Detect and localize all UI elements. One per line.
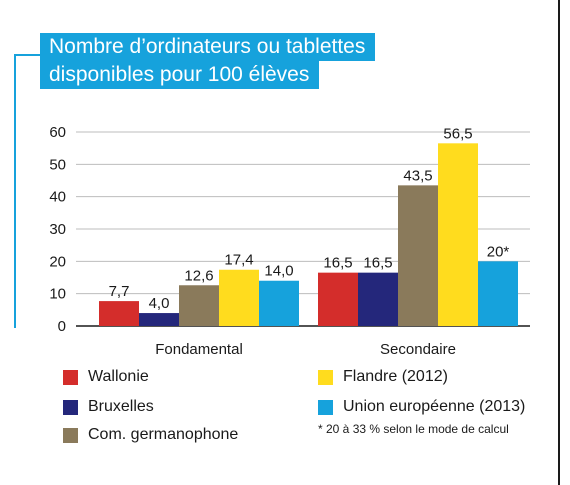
legend-swatch: [318, 399, 333, 415]
title-bracket-horizontal: [14, 54, 40, 56]
y-axis-ticks: 0 10 20 30 40 50 60: [49, 124, 66, 335]
bar: [358, 272, 398, 326]
x-category-label: Fondamental: [155, 341, 243, 358]
legend-swatch: [63, 399, 78, 415]
legend-item-ue: Union européenne (2013): [318, 397, 525, 417]
y-tick-label: 60: [49, 124, 66, 141]
bar: [219, 269, 259, 326]
bar: [478, 261, 518, 326]
data-label: 17,4: [224, 252, 253, 269]
bar: [99, 301, 139, 326]
bars: [99, 143, 518, 326]
bar: [179, 285, 219, 326]
data-label: 56,5: [443, 125, 472, 142]
frame-border: [558, 0, 560, 485]
legend-swatch: [318, 369, 333, 385]
data-label: 12,6: [184, 267, 213, 284]
legend-item-wallonie: Wallonie: [63, 367, 149, 387]
chart-title-line-1: Nombre d’ordinateurs ou tablettes: [40, 33, 376, 61]
x-category-label: Secondaire: [380, 341, 456, 358]
bar-chart: 0 10 20 30 40 50 60 7,7 16,5 4,0 16,5 12,6 43,5 17,4…: [49, 124, 530, 358]
data-label: 7,7: [109, 283, 130, 300]
legend-label: Flandre (2012): [343, 368, 448, 385]
data-label: 43,5: [403, 167, 432, 184]
data-label: 16,5: [323, 255, 352, 272]
data-label: 4,0: [149, 295, 170, 312]
legend-item-flandre: Flandre (2012): [318, 367, 448, 387]
y-tick-label: 10: [49, 286, 66, 303]
bar: [398, 185, 438, 326]
legend-item-germanophone: Com. germanophone: [63, 425, 238, 445]
y-tick-label: 50: [49, 156, 66, 173]
x-axis-categories: Fondamental Secondaire: [155, 341, 456, 358]
data-label: 16,5: [363, 255, 392, 272]
y-tick-label: 40: [49, 189, 66, 206]
bar: [139, 313, 179, 326]
legend-label: Bruxelles: [88, 398, 154, 415]
footnote: * 20 à 33 % selon le mode de calcul: [318, 422, 509, 436]
title-bracket-vertical: [14, 54, 16, 328]
data-label: 20*: [487, 243, 510, 260]
y-tick-label: 30: [49, 221, 66, 238]
legend-label: Union européenne (2013): [343, 398, 526, 415]
bar: [438, 143, 478, 326]
bar: [318, 272, 358, 326]
legend-label: Wallonie: [88, 368, 149, 385]
legend-swatch: [63, 369, 78, 385]
legend-label: Com. germanophone: [88, 426, 239, 443]
bar: [259, 280, 299, 326]
data-labels: 7,7 16,5 4,0 16,5 12,6 43,5 17,4 56,5 14,0 20*: [109, 125, 510, 312]
y-tick-label: 0: [58, 318, 66, 335]
legend-swatch: [63, 427, 78, 443]
y-tick-label: 20: [49, 253, 66, 270]
data-label: 14,0: [264, 263, 293, 280]
legend-item-bruxelles: Bruxelles: [63, 397, 154, 417]
chart-title-line-2: disponibles pour 100 élèves: [40, 61, 320, 89]
